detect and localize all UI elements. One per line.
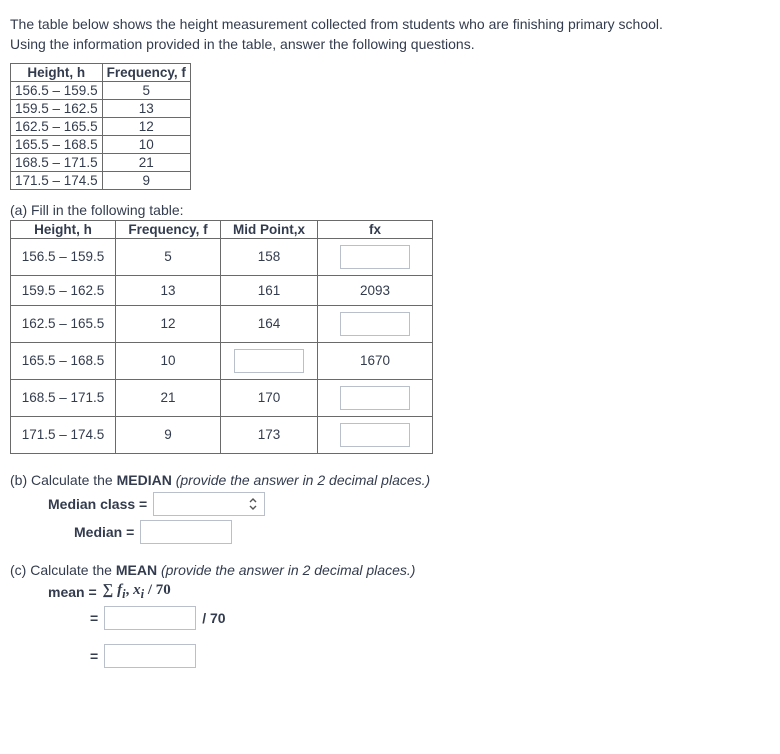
intro-line1: The table below shows the height measure…: [10, 16, 663, 32]
eq-label-1: =: [90, 610, 98, 626]
mean-formula-div: / 70: [144, 582, 171, 598]
div70-label: / 70: [202, 610, 225, 626]
t2-freq-cell: 13: [116, 275, 221, 305]
t2-height-cell: 159.5 – 162.5: [11, 275, 116, 305]
t2-freq-cell: 21: [116, 379, 221, 416]
t2-height-cell: 156.5 – 159.5: [11, 238, 116, 275]
part-c-word: MEAN: [116, 562, 157, 578]
mean-result-input[interactable]: [104, 644, 196, 668]
t1-freq-cell: 21: [102, 153, 190, 171]
t1-height-cell: 156.5 – 159.5: [11, 81, 103, 99]
fx-input[interactable]: [340, 312, 410, 336]
t1-freq-cell: 9: [102, 171, 190, 189]
t1-height-cell: 162.5 – 165.5: [11, 117, 103, 135]
t1-freq-cell: 5: [102, 81, 190, 99]
part-b-prefix: (b) Calculate the: [10, 472, 117, 488]
t2-head-mid: Mid Point,x: [221, 220, 318, 238]
part-b-word: MEDIAN: [117, 472, 172, 488]
t2-height-cell: 168.5 – 171.5: [11, 379, 116, 416]
t2-height-cell: 162.5 – 165.5: [11, 305, 116, 342]
median-label: Median =: [74, 524, 134, 540]
median-class-select[interactable]: [153, 492, 265, 516]
t2-freq-cell: 5: [116, 238, 221, 275]
midpoint-cell: 161: [221, 275, 318, 305]
part-b: (b) Calculate the MEDIAN (provide the an…: [10, 472, 770, 544]
t1-height-cell: 159.5 – 162.5: [11, 99, 103, 117]
midpoint-input[interactable]: [234, 349, 304, 373]
median-class-label: Median class =: [48, 496, 147, 512]
median-input[interactable]: [140, 520, 232, 544]
t2-head-fx: fx: [318, 220, 433, 238]
t1-head-height: Height, h: [11, 63, 103, 81]
t2-height-cell: 165.5 – 168.5: [11, 342, 116, 379]
part-a-label: (a) Fill in the following table:: [10, 202, 770, 218]
chevron-up-down-icon: [248, 497, 258, 511]
t1-freq-cell: 13: [102, 99, 190, 117]
t2-freq-cell: 10: [116, 342, 221, 379]
fx-cell: 1670: [318, 342, 433, 379]
intro-line2: Using the information provided in the ta…: [10, 36, 475, 52]
t2-head-height: Height, h: [11, 220, 116, 238]
t1-height-cell: 171.5 – 174.5: [11, 171, 103, 189]
midpoint-cell: 164: [221, 305, 318, 342]
eq-label-2: =: [90, 648, 98, 664]
mean-formula: ∑ fi, xi / 70: [103, 582, 171, 602]
intro-text: The table below shows the height measure…: [10, 14, 770, 55]
mean-numerator-input[interactable]: [104, 606, 196, 630]
part-c-prefix: (c) Calculate the: [10, 562, 116, 578]
part-c-suffix: (provide the answer in 2 decimal places.…: [157, 562, 415, 578]
t1-head-freq: Frequency, f: [102, 63, 190, 81]
t1-freq-cell: 12: [102, 117, 190, 135]
t2-head-freq: Frequency, f: [116, 220, 221, 238]
t2-height-cell: 171.5 – 174.5: [11, 416, 116, 453]
fx-cell: 2093: [318, 275, 433, 305]
part-b-suffix: (provide the answer in 2 decimal places.…: [172, 472, 430, 488]
t1-height-cell: 168.5 – 171.5: [11, 153, 103, 171]
part-c-prompt: (c) Calculate the MEAN (provide the answ…: [10, 562, 770, 578]
midpoint-cell: 158: [221, 238, 318, 275]
midpoint-cell: 173: [221, 416, 318, 453]
part-b-prompt: (b) Calculate the MEDIAN (provide the an…: [10, 472, 770, 488]
fill-in-table: Height, h Frequency, f Mid Point,x fx 15…: [10, 220, 433, 454]
fx-input[interactable]: [340, 245, 410, 269]
midpoint-cell: 170: [221, 379, 318, 416]
part-c: (c) Calculate the MEAN (provide the answ…: [10, 562, 770, 668]
mean-label: mean =: [48, 584, 97, 600]
t1-freq-cell: 10: [102, 135, 190, 153]
t2-freq-cell: 9: [116, 416, 221, 453]
t2-freq-cell: 12: [116, 305, 221, 342]
t1-height-cell: 165.5 – 168.5: [11, 135, 103, 153]
fx-input[interactable]: [340, 423, 410, 447]
fx-input[interactable]: [340, 386, 410, 410]
frequency-table: Height, h Frequency, f 156.5 – 159.55159…: [10, 63, 191, 190]
